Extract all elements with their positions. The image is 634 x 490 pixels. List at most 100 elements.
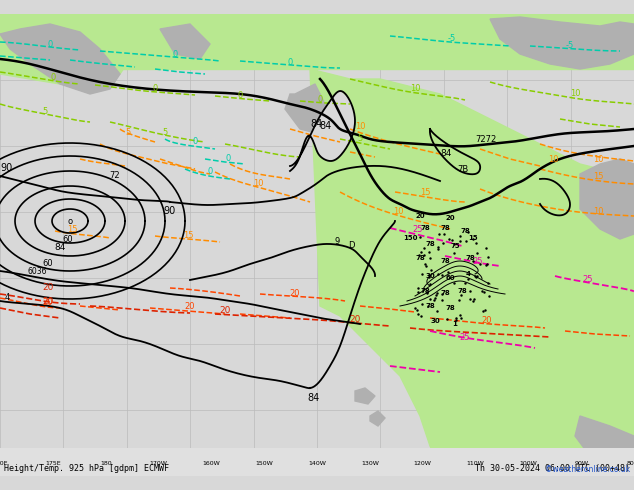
Polygon shape [0,14,140,84]
Bar [0,448,634,476]
Text: 180: 180 [100,461,112,465]
Text: 78: 78 [445,305,455,311]
Text: 110W: 110W [467,461,484,465]
Text: 84: 84 [307,393,319,403]
Text: 25: 25 [473,257,483,266]
Text: 10: 10 [253,179,263,188]
Text: 5: 5 [42,107,48,116]
Text: 25: 25 [413,225,424,234]
Text: 25: 25 [460,333,470,342]
Polygon shape [0,24,120,94]
Text: 170W: 170W [150,461,167,465]
Text: 160W: 160W [202,461,220,465]
Text: 15: 15 [593,172,604,181]
Text: 20: 20 [219,306,231,315]
Text: 20: 20 [42,297,54,306]
Polygon shape [355,388,375,404]
Text: 20: 20 [184,302,195,311]
Text: 1: 1 [453,321,458,327]
Text: 75: 75 [450,243,460,249]
Text: 78: 78 [425,303,435,309]
Text: 20: 20 [42,298,53,307]
Text: 78: 78 [465,255,475,261]
Polygon shape [575,416,634,476]
Text: 0: 0 [207,167,212,176]
Text: 4: 4 [5,294,10,302]
Text: 90: 90 [164,206,176,216]
Text: 0: 0 [152,84,158,93]
Text: 60: 60 [63,235,74,244]
Polygon shape [160,24,210,59]
Text: 80W: 80W [627,461,634,465]
Text: 6036: 6036 [28,267,48,275]
Polygon shape [370,411,385,426]
Text: 20: 20 [445,215,455,221]
Text: 0: 0 [50,73,56,82]
Text: 180E: 180E [0,461,8,465]
Text: 25: 25 [583,275,593,284]
Text: 100W: 100W [519,461,537,465]
Text: 15: 15 [420,188,430,197]
Text: 4: 4 [465,271,470,277]
Text: 150W: 150W [256,461,273,465]
Text: 60: 60 [445,275,455,281]
Polygon shape [580,159,634,239]
Polygon shape [340,454,530,476]
Text: 10: 10 [548,155,559,164]
Text: 20: 20 [42,283,54,292]
Text: 7272: 7272 [475,134,496,144]
Text: 5: 5 [126,128,131,137]
Text: Height/Temp. 925 hPa [gdpm] ECMWF: Height/Temp. 925 hPa [gdpm] ECMWF [4,464,169,472]
Text: 20: 20 [415,213,425,219]
Text: 78: 78 [425,241,435,247]
Text: 78: 78 [457,288,467,294]
Text: 30: 30 [425,273,435,279]
Text: 60: 60 [42,259,53,268]
Text: 0: 0 [287,58,293,67]
Text: 5: 5 [162,128,167,137]
Text: 15: 15 [468,235,478,241]
Text: 0: 0 [172,50,178,59]
Text: 120W: 120W [414,461,432,465]
Text: D: D [348,242,354,250]
Text: 10: 10 [355,122,365,131]
Text: 78: 78 [420,225,430,231]
Text: 20: 20 [349,315,361,324]
Polygon shape [310,69,634,476]
Text: ©weatheronline.co.uk: ©weatheronline.co.uk [545,465,630,474]
Text: 20: 20 [482,316,492,325]
Text: 78: 78 [440,290,450,296]
Text: 175E: 175E [45,461,61,465]
Text: 84: 84 [319,121,331,131]
Text: 72: 72 [110,172,120,180]
Text: 10: 10 [593,207,604,216]
Text: 9: 9 [335,238,340,246]
Text: o: o [67,217,72,225]
Text: 20: 20 [290,289,301,298]
Text: -5: -5 [448,34,456,43]
Text: 10: 10 [392,207,403,216]
Text: 78: 78 [440,225,450,231]
Text: 10: 10 [410,84,420,93]
Text: Th 30-05-2024 06:00 UTC (00+48): Th 30-05-2024 06:00 UTC (00+48) [475,464,630,472]
Polygon shape [290,91,355,171]
Text: 5: 5 [358,134,363,143]
Text: 30: 30 [430,318,440,324]
Polygon shape [490,17,634,69]
Text: 78: 78 [420,288,430,294]
Text: 84: 84 [440,149,451,158]
Text: 7B: 7B [457,165,469,173]
Polygon shape [285,84,330,134]
Text: 78: 78 [440,258,450,264]
Text: 78: 78 [460,228,470,234]
Text: 15: 15 [183,231,193,240]
Text: 15: 15 [67,225,77,234]
Text: 0: 0 [48,40,53,49]
Text: 140W: 140W [308,461,326,465]
Text: 0: 0 [225,154,231,163]
Polygon shape [0,14,634,69]
Text: 0: 0 [237,91,243,100]
Text: 78: 78 [415,255,425,261]
Text: 90W: 90W [574,461,588,465]
Text: 84: 84 [55,244,66,252]
